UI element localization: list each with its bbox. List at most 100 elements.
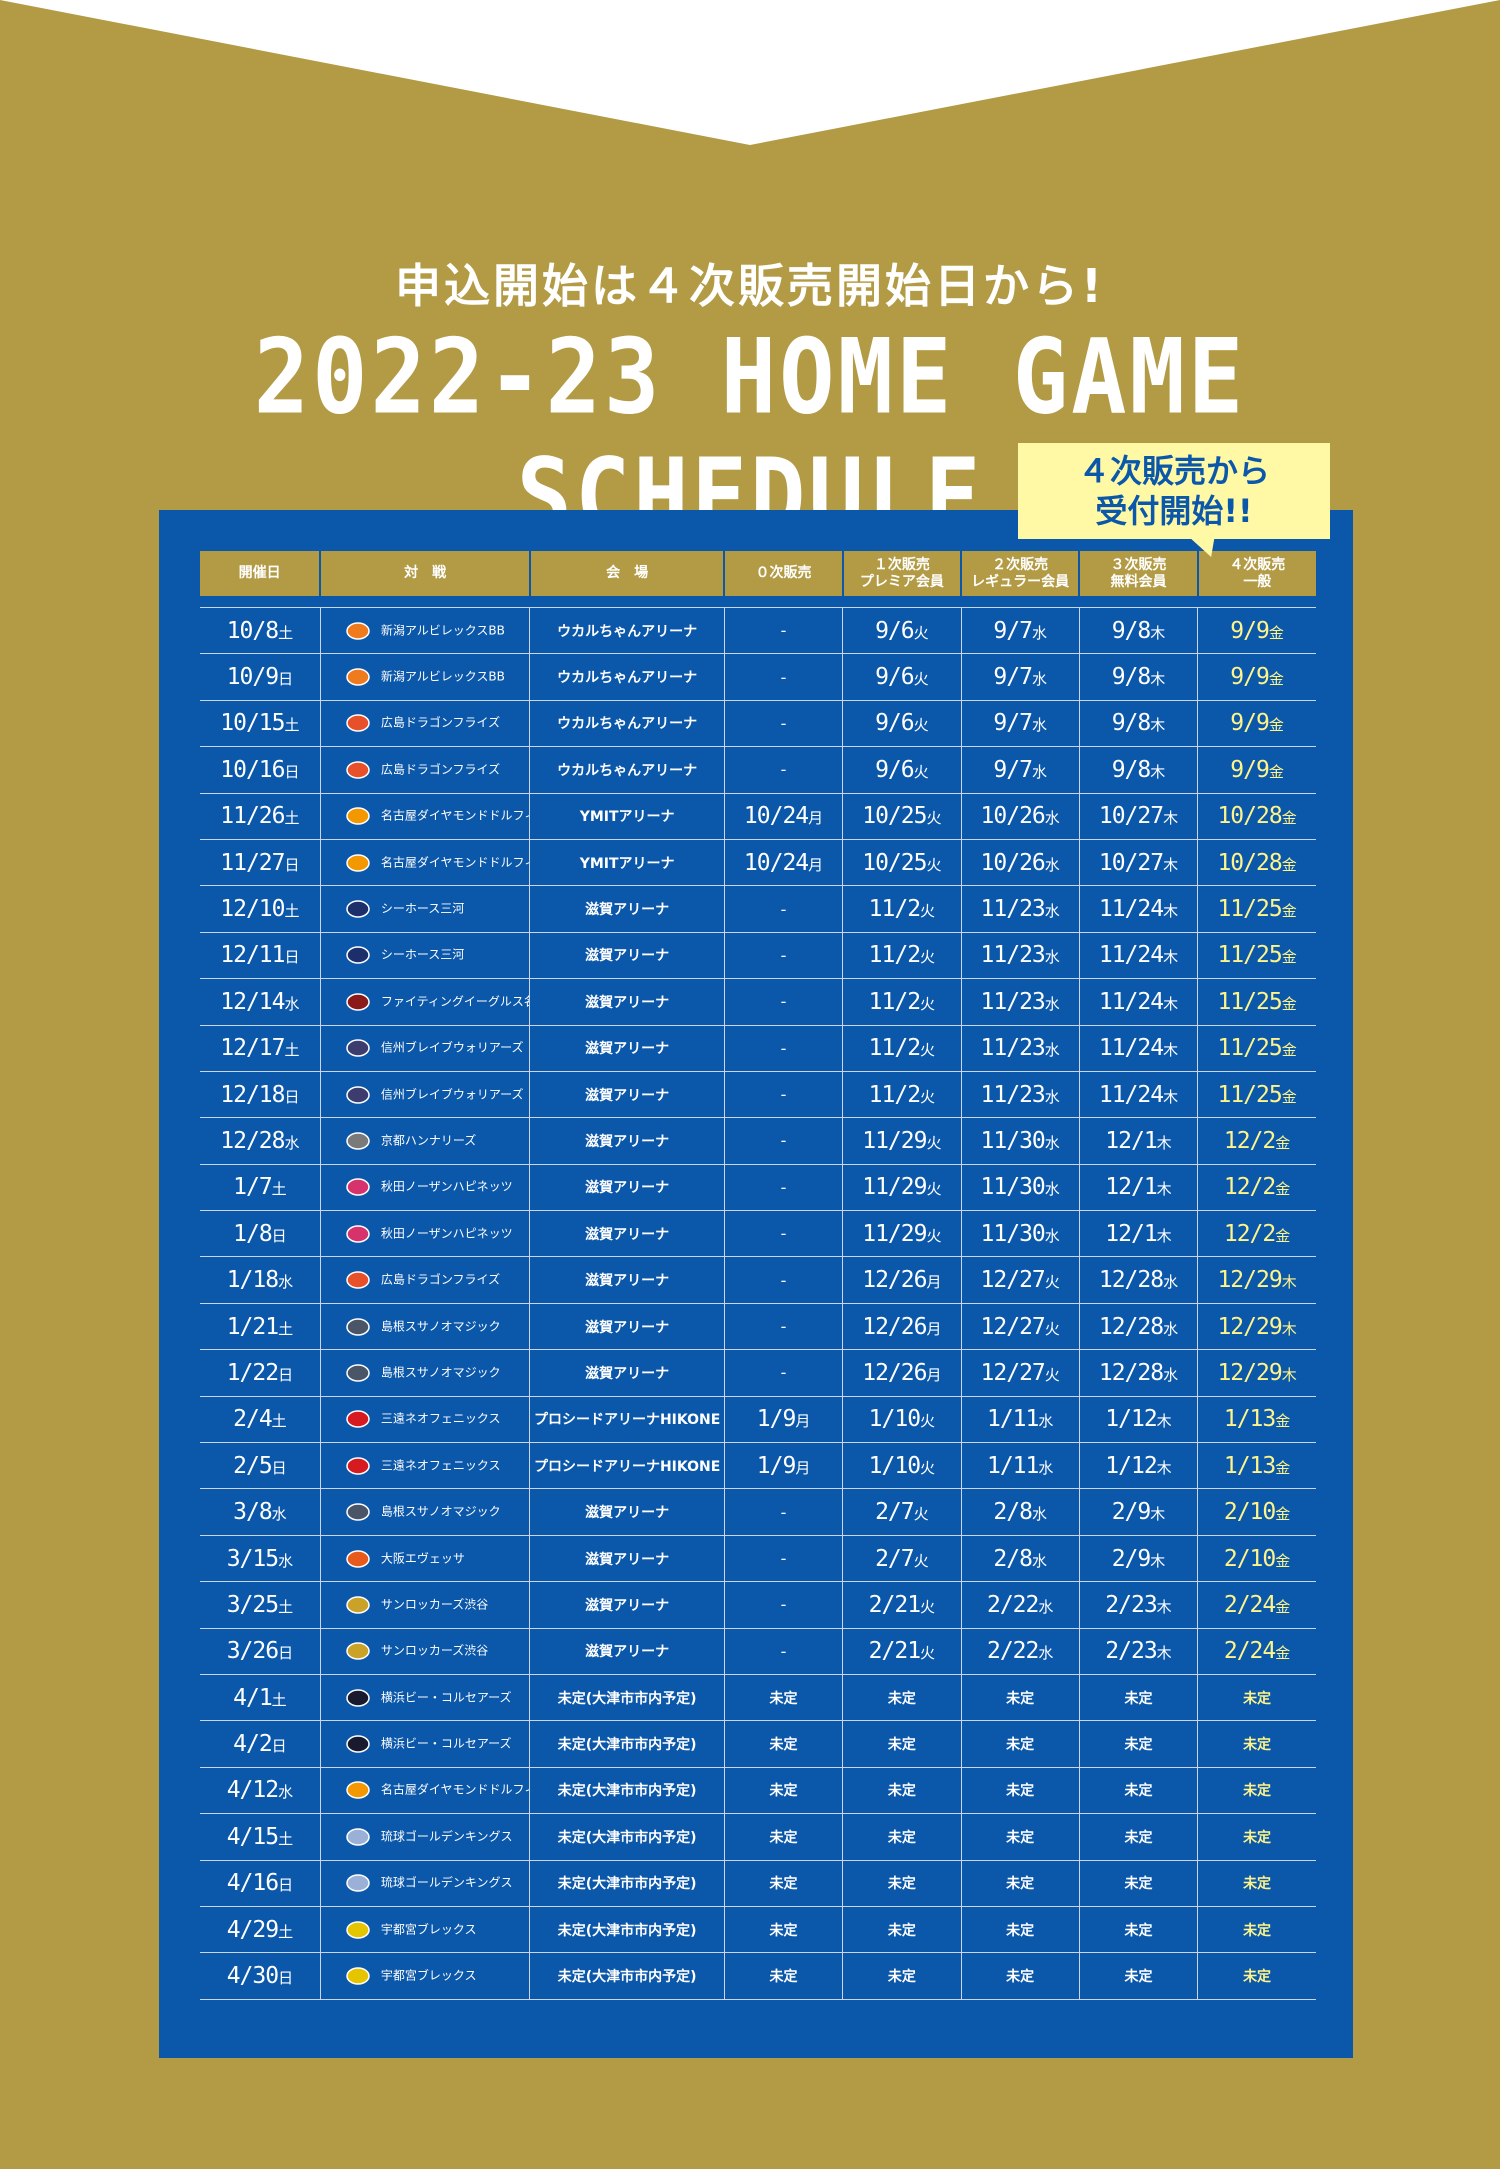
weekday: 水 <box>1044 948 1060 967</box>
weekday: 金 <box>1275 1551 1291 1570</box>
opponent-name: サンロッカーズ渋谷 <box>380 1597 489 1612</box>
sale-4-cell: 12/2金 <box>1197 1210 1316 1258</box>
weekday: 土 <box>271 1412 287 1431</box>
game-date-cell: 11/26土 <box>200 792 321 840</box>
weekday: 月 <box>795 1458 811 1477</box>
sale-4-cell: 未定 <box>1197 1766 1316 1815</box>
opponent-name: 宇都宮ブレックス <box>380 1968 477 1983</box>
date-value: 12/2 <box>1223 1127 1276 1154</box>
table-row: 12/17土 信州ブレイブウォリアーズ 滋賀アリーナ -11/2火 11/23水 11/2… <box>200 1024 1316 1072</box>
opponent-cell: 新潟アルビレックスBB <box>319 653 531 701</box>
opponent-name: 広島ドラゴンフライズ <box>380 715 501 730</box>
sale-0-cell: - <box>723 1163 844 1212</box>
team-logo-icon <box>346 1410 370 1429</box>
team-logo-icon <box>346 1225 370 1243</box>
table-row: 3/15水 大阪エヴェッサ 滋賀アリーナ -2/7火 2/8水 2/9木 2/10金 <box>200 1534 1316 1583</box>
sale-3-cell: 9/8木 <box>1078 653 1199 701</box>
date-value: 12/28 <box>220 1127 285 1154</box>
game-date-cell: 10/16日 <box>200 746 321 794</box>
date-value: 10/27 <box>1098 803 1164 830</box>
game-date-cell: 1/8日 <box>200 1210 321 1258</box>
team-logo-icon <box>346 993 370 1011</box>
sale-1-cell: 9/6火 <box>842 699 962 748</box>
weekday: 日 <box>278 1365 294 1384</box>
date-value: 12/2 <box>1223 1174 1276 1201</box>
opponent-name: 新潟アルビレックスBB <box>380 669 505 684</box>
sale-2-cell: 10/26水 <box>960 838 1080 887</box>
venue-cell: ウカルちゃんアリーナ <box>529 699 725 748</box>
date-value: 9/9 <box>1230 664 1270 691</box>
weekday: 火 <box>920 1644 936 1663</box>
weekday: 木 <box>1150 762 1166 781</box>
weekday: 金 <box>1268 623 1284 642</box>
venue-cell: 未定(大津市市内予定) <box>529 1673 725 1722</box>
sale-2-cell: 1/11水 <box>960 1442 1080 1490</box>
weekday: 金 <box>1281 855 1297 874</box>
weekday: 火 <box>913 762 929 781</box>
team-logo-icon <box>346 668 370 686</box>
sale-4-cell: 未定 <box>1197 1859 1316 1907</box>
sale-2-cell: 10/26水 <box>960 792 1080 840</box>
weekday: 火 <box>926 1180 942 1199</box>
header-sale-4-line1: ４次販売 <box>1229 556 1286 573</box>
opponent-name: シーホース三河 <box>380 901 465 916</box>
opponent-name: 新潟アルビレックスBB <box>380 623 505 638</box>
sale-4-cell: 12/29木 <box>1197 1302 1316 1351</box>
opponent-name: 三遠ネオフェニックス <box>380 1411 501 1426</box>
callout-line-2: 受付開始!! <box>1095 492 1253 530</box>
sale-0-cell: 未定 <box>723 1766 844 1815</box>
sale-2-cell: 9/7水 <box>960 653 1080 701</box>
venue-cell: 未定(大津市市内予定) <box>529 1952 725 2000</box>
weekday: 日 <box>284 762 300 781</box>
header-sale-2-line1: ２次販売 <box>992 556 1049 573</box>
table-row: 1/7土 秋田ノーザンハピネッツ 滋賀アリーナ -11/29火 11/30水 12/1木 1… <box>200 1163 1316 1212</box>
team-logo-icon <box>346 853 370 872</box>
opponent-name: 琉球ゴールデンキングス <box>380 1875 513 1890</box>
team-logo-icon <box>346 1735 370 1753</box>
sale-0-cell: - <box>723 1534 844 1583</box>
weekday: 火 <box>1044 1365 1060 1384</box>
team-logo-icon <box>346 621 370 640</box>
date-value: 10/24 <box>743 849 809 876</box>
sale-1-cell: 2/21火 <box>842 1627 962 1675</box>
date-value: 10/27 <box>1098 849 1164 876</box>
date-value: 2/22 <box>986 1638 1039 1665</box>
weekday: 土 <box>278 1597 294 1616</box>
venue-cell: プロシードアリーナHIKONE <box>529 1442 725 1490</box>
sale-2-cell: 12/27火 <box>960 1302 1080 1351</box>
weekday: 日 <box>284 948 300 967</box>
sale-1-cell: 9/6火 <box>842 653 962 701</box>
header-sale-3: ３次販売 無料会員 <box>1079 551 1199 596</box>
team-logo-icon <box>346 1874 370 1892</box>
weekday: 木 <box>1156 1180 1172 1199</box>
weekday: 金 <box>1281 948 1297 967</box>
weekday: 木 <box>1150 1551 1166 1570</box>
game-date-cell: 3/8水 <box>200 1488 321 1536</box>
header-sale-2: ２次販売 レギュラー会員 <box>961 551 1081 596</box>
opponent-cell: 宇都宮ブレックス <box>319 1952 531 2000</box>
date-value: 1/9 <box>756 1406 797 1433</box>
date-value: 2/21 <box>868 1638 921 1665</box>
date-value: 11/23 <box>980 1081 1046 1108</box>
weekday: 日 <box>278 1876 294 1895</box>
table-row: 2/4土 三遠ネオフェニックス プロシードアリーナHIKONE 1/9月 1/10火 1/… <box>200 1395 1316 1444</box>
date-value: 1/18 <box>226 1267 279 1294</box>
sale-1-cell: 1/10火 <box>842 1395 962 1444</box>
venue-cell: YMITアリーナ <box>529 838 725 887</box>
weekday: 日 <box>278 670 294 689</box>
game-date-cell: 12/17土 <box>200 1024 321 1072</box>
opponent-cell: シーホース三河 <box>319 931 531 980</box>
date-value: 10/15 <box>220 710 285 737</box>
date-value: 12/28 <box>1098 1267 1164 1294</box>
team-logo-icon <box>346 1178 370 1197</box>
team-logo-icon <box>346 1549 370 1568</box>
opponent-cell: 秋田ノーザンハピネッツ <box>319 1210 531 1258</box>
date-value: 4/1 <box>233 1684 273 1711</box>
opponent-cell: 横浜ビー・コルセアーズ <box>319 1720 531 1768</box>
sale-1-cell: 未定 <box>842 1813 962 1861</box>
weekday: 火 <box>913 1505 929 1524</box>
date-value: 11/25 <box>1217 988 1282 1015</box>
date-value: 2/23 <box>1105 1638 1157 1665</box>
weekday: 水 <box>1031 623 1047 642</box>
weekday: 水 <box>278 1551 294 1570</box>
